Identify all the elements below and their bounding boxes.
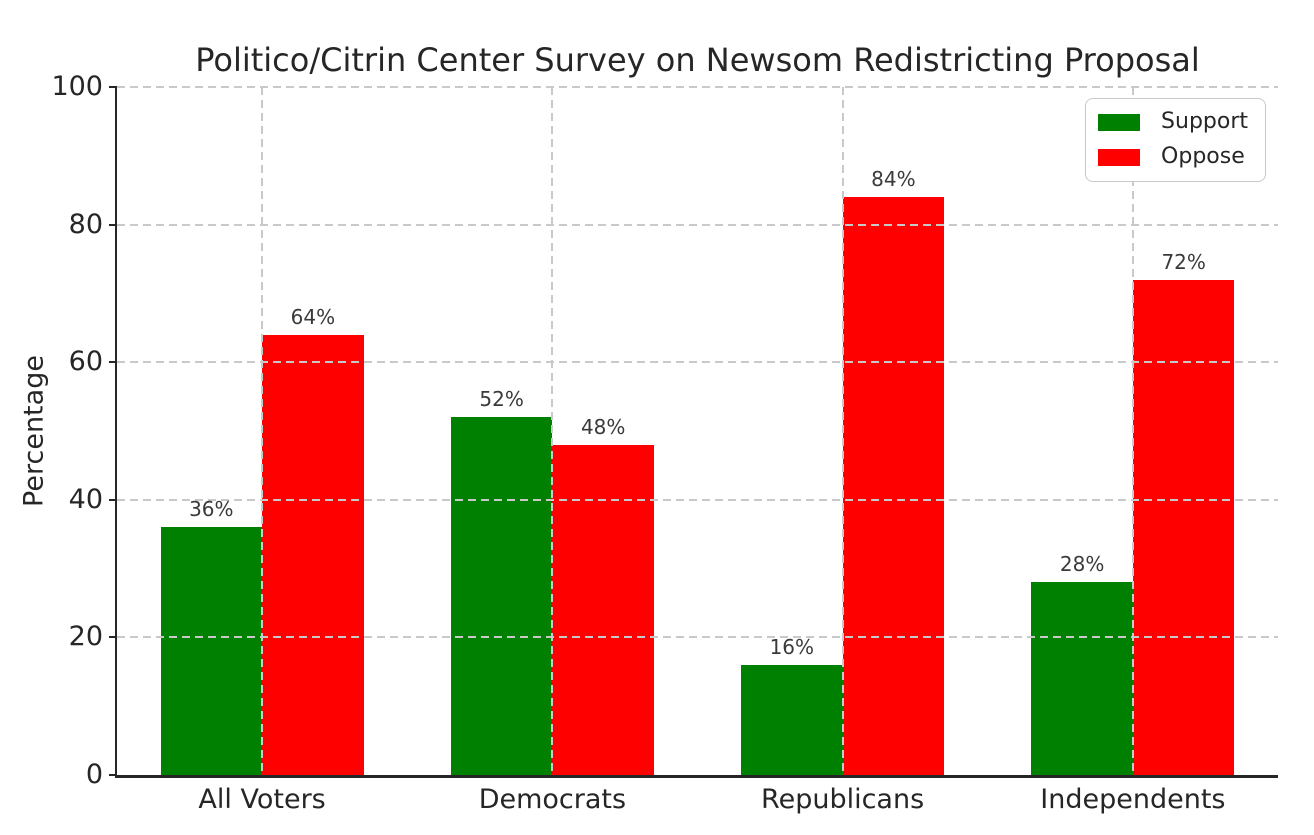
x-tick-label: Independents (1040, 784, 1226, 815)
gridline-horizontal (117, 498, 1278, 501)
bar-support-3 (1031, 582, 1133, 775)
legend-item-support: Support (1098, 111, 1248, 133)
x-axis-spine (115, 775, 1278, 778)
legend-swatch-support (1098, 113, 1141, 131)
y-tick-label: 100 (51, 71, 103, 102)
y-axis-spine (115, 87, 117, 776)
y-tick-mark (109, 774, 117, 776)
gridline-vertical (1131, 87, 1134, 775)
gridline-horizontal (117, 361, 1278, 364)
bar-value-label: 48% (580, 414, 626, 439)
legend-label: Support (1161, 109, 1248, 134)
bar-oppose-3 (1132, 279, 1235, 775)
x-tick-label: Republicans (761, 784, 925, 815)
gridline-vertical (261, 87, 264, 775)
bar-oppose-0 (262, 334, 364, 775)
y-tick-label: 60 (68, 346, 103, 378)
gridline-vertical (551, 87, 554, 775)
bar-oppose-2 (842, 197, 945, 775)
gridline-horizontal (117, 636, 1278, 639)
bar-support-0 (160, 527, 263, 775)
bar-value-label: 28% (1059, 552, 1105, 577)
legend: Support Oppose (1085, 98, 1266, 182)
gridline-vertical (841, 87, 844, 775)
y-tick-label: 20 (68, 621, 103, 653)
y-tick-mark (109, 223, 117, 226)
gridline-horizontal (117, 223, 1278, 226)
gridline-horizontal (117, 86, 1278, 88)
legend-swatch-oppose (1098, 148, 1141, 166)
y-tick-label: 0 (85, 759, 103, 790)
y-tick-label: 40 (68, 483, 103, 515)
legend-label: Oppose (1161, 144, 1245, 169)
x-tick-label: Democrats (478, 784, 627, 815)
bar-value-label: 36% (189, 497, 234, 522)
chart-title: Politico/Citrin Center Survey on Newsom … (195, 41, 1200, 79)
bar-support-1 (450, 417, 553, 775)
bar-value-label: 52% (479, 387, 524, 412)
bar-value-label: 84% (871, 167, 916, 192)
legend-item-oppose: Oppose (1098, 146, 1248, 168)
bar-support-2 (741, 664, 843, 775)
y-tick-mark (109, 86, 117, 88)
y-tick-mark (109, 636, 117, 639)
x-tick-label: All Voters (198, 784, 326, 815)
bar-value-label: 16% (769, 634, 815, 659)
bar-oppose-1 (552, 444, 654, 775)
y-tick-mark (109, 361, 117, 364)
bar-value-label: 64% (290, 304, 336, 329)
plot-area: 36% 64% 52% 48% 16% 84% 28% 72% Support Oppose (117, 86, 1278, 775)
y-tick-mark (109, 498, 117, 501)
bar-value-label: 72% (1161, 249, 1206, 274)
y-tick-label: 80 (68, 208, 103, 240)
